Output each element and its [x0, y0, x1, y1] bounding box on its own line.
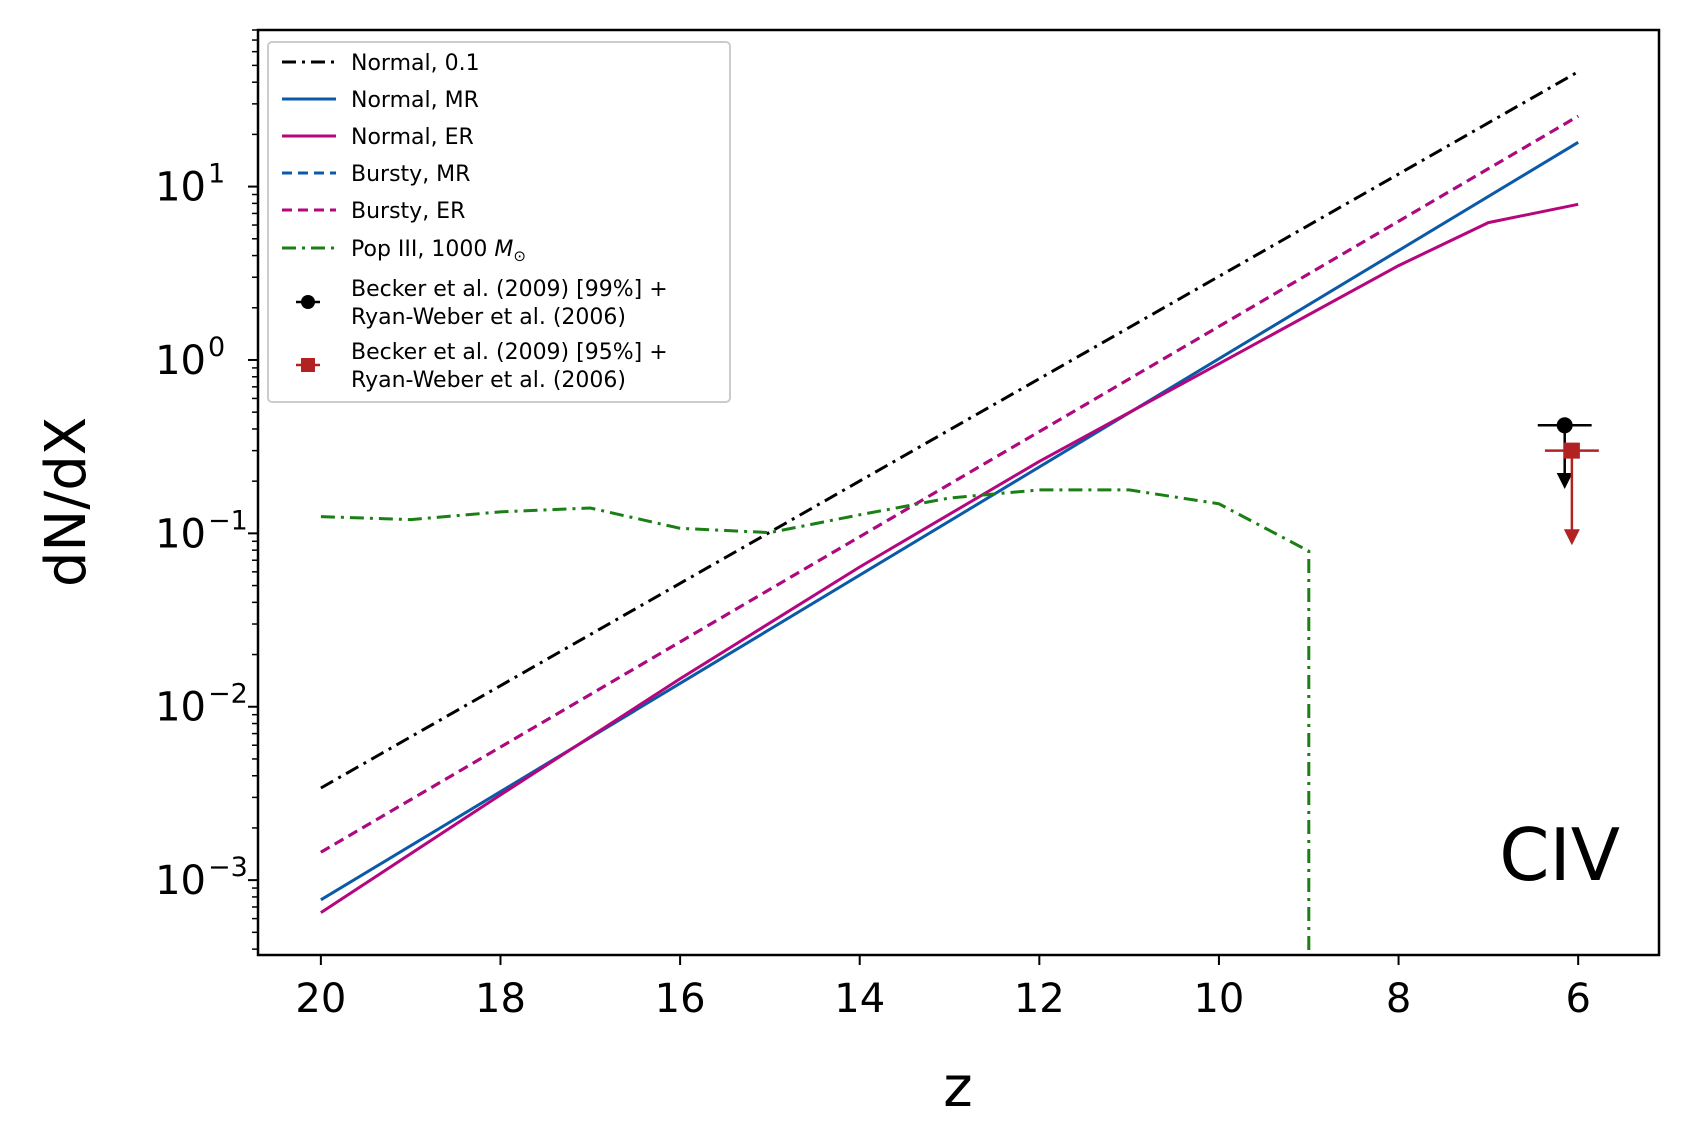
legend-label: Bursty, ER: [351, 199, 465, 224]
legend-frame: [267, 41, 731, 403]
legend-label: Becker et al. (2009) [95%] +: [351, 340, 668, 365]
x-tick-label: 10: [1193, 976, 1244, 1022]
y-tick-label: 10: [155, 858, 206, 904]
legend-label-line2: Ryan-Weber et al. (2006): [351, 368, 626, 393]
plot-frame: [256, 28, 1661, 957]
legend-label: Normal, 0.1: [351, 51, 480, 76]
series-line: [320, 141, 1579, 902]
legend-marker: [301, 295, 315, 309]
y-tick-exponent: 1: [208, 159, 225, 190]
series-line: [320, 488, 1311, 955]
y-tick-exponent: 0: [208, 332, 225, 363]
y-axis-title: dN/dX: [34, 417, 99, 587]
y-tick-exponent: −1: [208, 505, 248, 536]
legend-label: Bursty, MR: [351, 162, 470, 187]
legend-label: Normal, MR: [351, 88, 479, 113]
x-axis-title: z: [943, 1055, 972, 1120]
x-tick-label: 20: [295, 976, 346, 1022]
y-tick-label: 10: [155, 165, 206, 211]
series-line: [320, 114, 1579, 854]
legend-label: Normal, ER: [351, 125, 474, 150]
legend-label: Becker et al. (2009) [99%] +: [351, 277, 668, 302]
chart-annotation: CIV: [1499, 813, 1620, 897]
y-tick-exponent: −2: [208, 679, 248, 710]
limit-arrow-head: [1563, 529, 1580, 546]
y-tick-label: 10: [155, 511, 206, 557]
limit-arrow-head: [1556, 473, 1573, 490]
legend-marker: [301, 358, 315, 372]
x-tick-label: 6: [1565, 976, 1590, 1022]
x-tick-label: 12: [1014, 976, 1065, 1022]
legend-label-line2: Ryan-Weber et al. (2006): [351, 305, 626, 330]
y-tick-exponent: −3: [208, 852, 248, 883]
x-tick-label: 16: [655, 976, 706, 1022]
series-line: [320, 202, 1579, 914]
limit-marker: [1556, 417, 1573, 434]
x-tick-label: 8: [1386, 976, 1411, 1022]
legend: Normal, 0.1 Normal, MR Normal, ER Bursty, M…: [267, 41, 731, 403]
legend-label: Pop III, 1000 M⊙: [351, 237, 526, 265]
y-tick-label: 10: [155, 685, 206, 731]
series-line: [320, 70, 1579, 790]
x-tick-label: 18: [475, 976, 526, 1022]
y-tick-label: 10: [155, 338, 206, 384]
limit-marker: [1563, 442, 1580, 459]
x-tick-label: 14: [834, 976, 885, 1022]
